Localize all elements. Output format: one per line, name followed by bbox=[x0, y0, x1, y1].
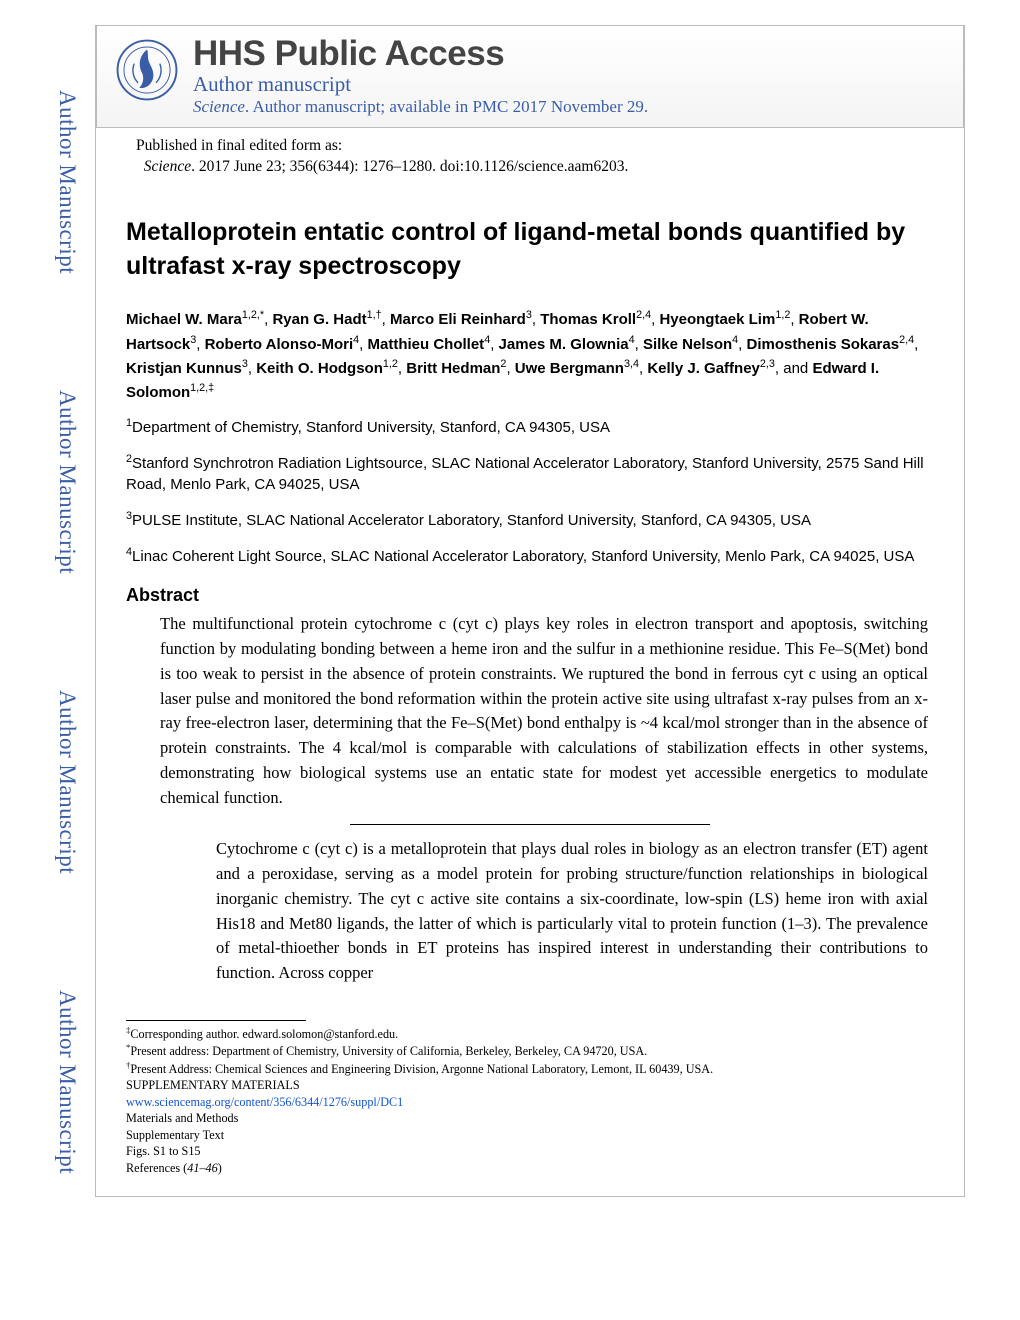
intro-paragraph: Cytochrome c (cyt c) is a metalloprotein… bbox=[216, 837, 928, 986]
watermark-text: Author Manuscript bbox=[40, 990, 80, 1174]
supplementary-heading: SUPPLEMENTARY MATERIALS bbox=[126, 1077, 934, 1093]
footnote-present-2: †Present Address: Chemical Sciences and … bbox=[126, 1060, 934, 1078]
author-list: Michael W. Mara1,2,*, Ryan G. Hadt1,†, M… bbox=[126, 307, 934, 404]
footnotes: ‡Corresponding author. edward.solomon@st… bbox=[126, 1025, 934, 1176]
availability-text: . Author manuscript; available in PMC 20… bbox=[245, 97, 648, 116]
watermark-text: Author Manuscript bbox=[40, 90, 80, 274]
hhs-title: HHS Public Access bbox=[193, 34, 945, 74]
watermark-text: Author Manuscript bbox=[40, 690, 80, 874]
affiliation-2: 2Stanford Synchrotron Radiation Lightsou… bbox=[126, 452, 934, 495]
abstract-heading: Abstract bbox=[126, 585, 934, 606]
footnote-separator bbox=[126, 1020, 306, 1021]
section-rule bbox=[350, 824, 710, 825]
supplementary-link[interactable]: www.sciencemag.org/content/356/6344/1276… bbox=[126, 1095, 403, 1109]
published-block: Published in final edited form as: Scien… bbox=[136, 136, 934, 178]
hhs-logo-icon bbox=[115, 38, 179, 102]
citation-rest: . 2017 June 23; 356(6344): 1276–1280. do… bbox=[191, 158, 628, 175]
supplementary-line: Supplementary Text bbox=[126, 1127, 934, 1143]
hhs-subtitle-2: Science. Author manuscript; available in… bbox=[193, 97, 945, 117]
published-line2: Science. 2017 June 23; 356(6344): 1276–1… bbox=[136, 157, 934, 178]
hhs-header-text: HHS Public Access Author manuscript Scie… bbox=[193, 34, 945, 117]
affiliation-3: 3PULSE Institute, SLAC National Accelera… bbox=[126, 509, 934, 531]
abstract-text: The multifunctional protein cytochrome c… bbox=[160, 612, 928, 810]
hhs-header: HHS Public Access Author manuscript Scie… bbox=[96, 26, 964, 128]
footnote-corresponding: ‡Corresponding author. edward.solomon@st… bbox=[126, 1025, 934, 1043]
citation-journal: Science bbox=[144, 158, 191, 175]
supplementary-line: Materials and Methods bbox=[126, 1110, 934, 1126]
affiliation-1: 1Department of Chemistry, Stanford Unive… bbox=[126, 416, 934, 438]
page-container: HHS Public Access Author manuscript Scie… bbox=[95, 25, 965, 1197]
affiliation-4: 4Linac Coherent Light Source, SLAC Natio… bbox=[126, 545, 934, 567]
journal-name: Science bbox=[193, 97, 245, 116]
footnote-present-1: *Present address: Department of Chemistr… bbox=[126, 1042, 934, 1060]
watermark-text: Author Manuscript bbox=[40, 390, 80, 574]
published-line1: Published in final edited form as: bbox=[136, 136, 934, 157]
paper-title: Metalloprotein entatic control of ligand… bbox=[126, 216, 934, 284]
supplementary-line: References (41–46) bbox=[126, 1160, 934, 1176]
hhs-subtitle-1: Author manuscript bbox=[193, 72, 945, 97]
supplementary-line: Figs. S1 to S15 bbox=[126, 1143, 934, 1159]
